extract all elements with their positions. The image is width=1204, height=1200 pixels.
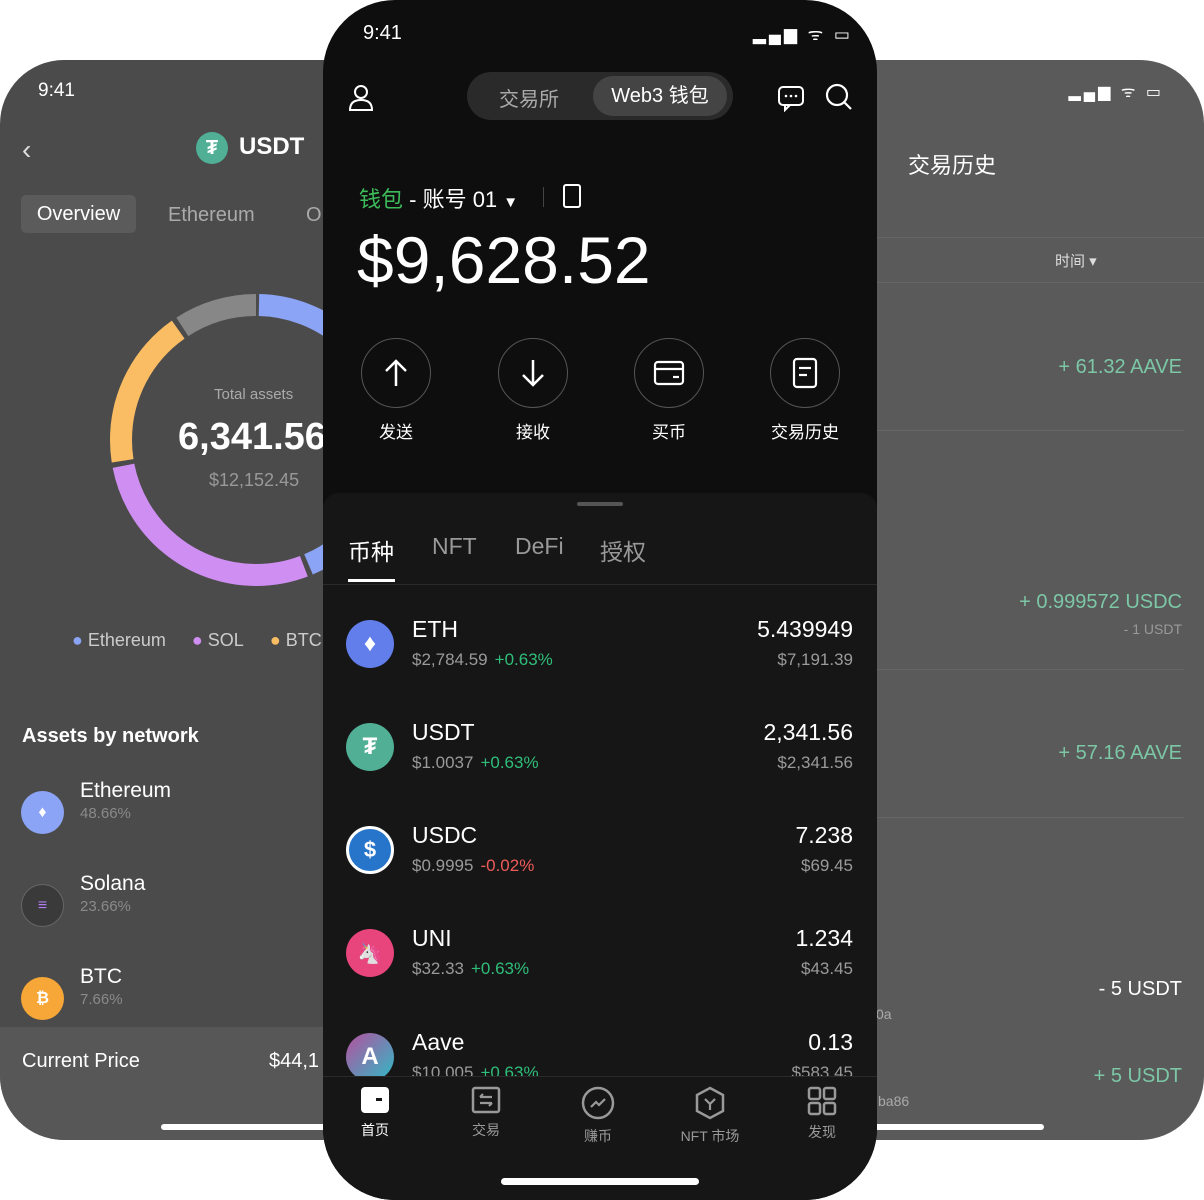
- chart-legend: ● Ethereum ● SOL ● BTC: [72, 630, 322, 651]
- status-time: 9:41: [38, 80, 75, 101]
- mode-switch: 交易所 Web3 钱包: [467, 72, 733, 120]
- history-address: 0a: [876, 1006, 892, 1022]
- segment-other: [110, 294, 402, 586]
- token-row-uni[interactable]: 🦄 UNI $32.33 +0.63% 1.234 $43.45: [323, 907, 877, 1010]
- tab-other[interactable]: O: [306, 204, 322, 226]
- page-title: USDT: [239, 133, 305, 160]
- back-icon[interactable]: ‹: [22, 134, 32, 165]
- arrow-down-icon: [522, 360, 544, 387]
- nav-trade[interactable]: 交易: [441, 1086, 531, 1140]
- home-indicator: [501, 1178, 699, 1185]
- search-icon[interactable]: [825, 83, 853, 111]
- total-balance: $9,628.52: [357, 223, 651, 297]
- tab-overview[interactable]: Overview: [21, 195, 136, 233]
- status-icons: ▂▄▆ ᯤ ▭: [752, 25, 853, 44]
- tab-ethereum[interactable]: Ethereum: [168, 204, 255, 226]
- total-assets-value: 6,341.56: [178, 416, 326, 458]
- divider: [543, 187, 544, 207]
- legend-btc: ● BTC: [269, 630, 322, 650]
- receive-button[interactable]: 接收: [483, 338, 583, 443]
- history-sub: - 1 USDT: [1123, 621, 1182, 637]
- history-amount: + 0.999572 USDC: [1019, 591, 1182, 613]
- profile-icon[interactable]: [347, 83, 375, 111]
- segment-btc: [110, 294, 402, 586]
- tab-defi[interactable]: DeFi: [515, 533, 564, 559]
- document-icon: [792, 357, 818, 389]
- nav-earn[interactable]: 赚币: [553, 1086, 643, 1146]
- divider: [860, 430, 1184, 431]
- swap-icon: [471, 1086, 501, 1114]
- divider: [800, 237, 1204, 238]
- history-amount: - 5 USDT: [1098, 978, 1182, 1000]
- tab-tokens[interactable]: 币种: [348, 539, 394, 565]
- total-assets-label: Total assets: [214, 386, 294, 403]
- center-phone-wallet: 9:41 ▂▄▆ ᯤ ▭ 交易所 Web3 钱包 钱包 - 账号 01 ▼ $9…: [323, 0, 877, 1200]
- tab-web3-wallet[interactable]: Web3 钱包: [593, 76, 727, 116]
- tab-approvals[interactable]: 授权: [600, 539, 646, 565]
- divider: [323, 584, 877, 585]
- status-icons: ▂▄▆ ᯤ ▭: [1068, 84, 1164, 101]
- history-button[interactable]: 交易历史: [755, 338, 855, 443]
- usdc-icon: $: [346, 826, 394, 874]
- eth-icon: ♦: [346, 620, 394, 668]
- token-row-usdc[interactable]: $ USDC $0.9995 -0.02% 7.238 $69.45: [323, 804, 877, 907]
- arrow-up-icon: [385, 359, 407, 386]
- nav-discover[interactable]: 发现: [777, 1086, 867, 1142]
- home-indicator: [161, 1124, 361, 1130]
- status-time: 9:41: [363, 22, 402, 44]
- history-amount: + 5 USDT: [1093, 1065, 1182, 1087]
- aave-icon: A: [346, 1033, 394, 1081]
- divider: [860, 817, 1184, 818]
- grid-icon: [807, 1086, 837, 1116]
- legend-ethereum: ● Ethereum: [72, 630, 166, 650]
- buy-button[interactable]: 买币: [619, 338, 719, 443]
- nav-nft-market[interactable]: NFT 市场: [665, 1086, 755, 1146]
- donut-chart: [110, 294, 402, 586]
- time-filter[interactable]: 时间 ▾: [1055, 253, 1097, 270]
- message-icon[interactable]: [777, 84, 805, 112]
- home-indicator: [860, 1124, 1044, 1130]
- nav-home[interactable]: 首页: [330, 1086, 420, 1140]
- total-assets-usd: $12,152.45: [209, 470, 300, 490]
- page-title: 交易历史: [908, 153, 997, 178]
- wallet-icon: [361, 1087, 389, 1113]
- price-label: Current Price: [22, 1050, 140, 1072]
- usdt-icon: ₮: [196, 132, 228, 164]
- price-value: $44,1: [269, 1050, 320, 1072]
- uni-icon: 🦄: [346, 929, 394, 977]
- tab-exchange[interactable]: 交易所: [499, 89, 559, 111]
- card-icon: [653, 360, 685, 386]
- trend-icon: [581, 1086, 615, 1120]
- divider: [800, 282, 1204, 283]
- network-solana[interactable]: ≡ Solana 23.66%: [21, 872, 145, 927]
- tab-nft[interactable]: NFT: [432, 533, 477, 559]
- section-title: Assets by network: [22, 725, 199, 747]
- segment-sol: [110, 294, 402, 586]
- send-button[interactable]: 发送: [346, 338, 446, 443]
- hexagon-icon: [695, 1086, 725, 1120]
- active-tab-indicator: [348, 579, 395, 582]
- history-amount: + 57.16 AAVE: [1058, 742, 1182, 764]
- token-row-eth[interactable]: ♦ ETH $2,784.59 +0.63% 5.439949 $7,191.39: [323, 598, 877, 701]
- legend-sol: ● SOL: [191, 630, 244, 650]
- sheet-handle[interactable]: [577, 502, 623, 506]
- token-row-usdt[interactable]: ₮ USDT $1.0037 +0.63% 2,341.56 $2,341.56: [323, 701, 877, 804]
- account-selector[interactable]: 钱包 - 账号 01 ▼: [359, 187, 519, 212]
- divider: [860, 669, 1184, 670]
- network-ethereum[interactable]: ♦ Ethereum 48.66%: [21, 779, 171, 834]
- history-amount: + 61.32 AAVE: [1058, 356, 1182, 378]
- copy-address-icon[interactable]: [563, 184, 581, 208]
- history-address: ba86: [878, 1093, 910, 1109]
- network-btc[interactable]: ₿ BTC 7.66%: [21, 965, 123, 1020]
- usdt-icon: ₮: [346, 723, 394, 771]
